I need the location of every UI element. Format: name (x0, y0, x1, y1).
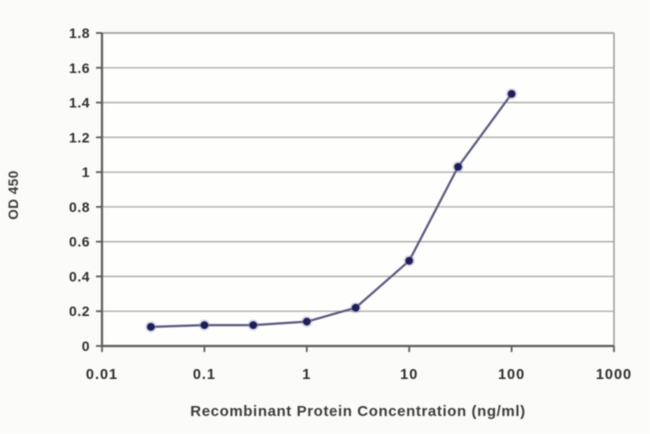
x-tick-label: 0.1 (193, 367, 216, 383)
y-tick-label: 1.8 (69, 25, 90, 41)
y-tick-label: 0.6 (69, 234, 90, 250)
x-tick-label: 1000 (596, 367, 632, 383)
y-tick-label: 0.2 (69, 303, 90, 319)
y-tick-label: 0.8 (69, 199, 90, 215)
y-tick-label: 0 (82, 338, 90, 354)
data-point-marker (146, 322, 155, 331)
y-tick-label: 0.4 (69, 268, 90, 284)
data-point-marker (249, 321, 258, 330)
y-tick-label: 1.4 (69, 95, 90, 111)
data-point-marker (507, 89, 516, 98)
data-point-marker (454, 162, 462, 171)
x-tick-label: 100 (498, 367, 525, 383)
y-axis-title: OD 450 (6, 170, 21, 220)
data-point-marker (302, 317, 311, 326)
x-axis-title: Recombinant Protein Concentration (ng/ml… (190, 403, 526, 420)
x-tick-label: 10 (400, 367, 418, 383)
y-tick-label: 1.2 (69, 129, 90, 145)
series-line (149, 92, 513, 328)
x-tick-label: 0.01 (86, 367, 118, 383)
data-point-marker (405, 256, 414, 265)
y-tick-label: 1.6 (69, 60, 90, 76)
y-tick-label: 1 (82, 164, 90, 180)
x-tick-label: 1 (302, 367, 311, 383)
data-point-marker (200, 321, 209, 330)
data-point-marker (351, 303, 360, 312)
plot-area (102, 33, 614, 346)
